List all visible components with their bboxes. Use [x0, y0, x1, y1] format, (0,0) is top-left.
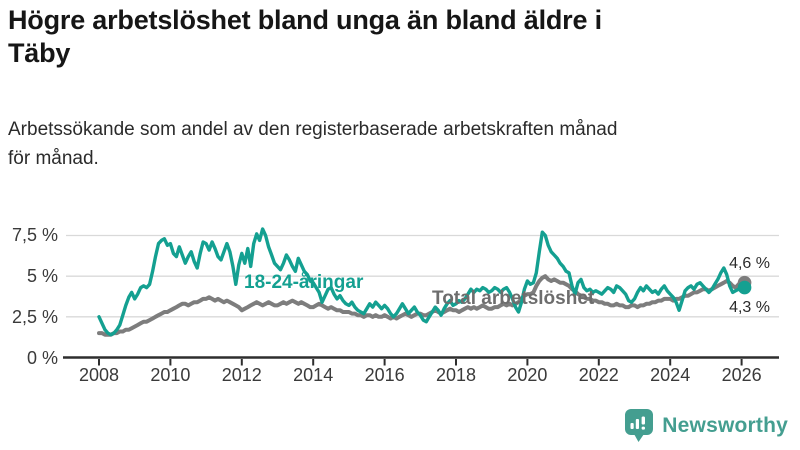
y-axis-label: 2,5 % [11, 306, 58, 327]
chart-subtitle: Arbetssökande som andel av den registerb… [8, 116, 788, 173]
x-axis-label: 2022 [578, 365, 619, 385]
x-axis-label: 2008 [78, 365, 120, 385]
subtitle-line-2: för månad. [8, 147, 99, 169]
page-title: Högre arbetslöshet bland unga än bland ä… [8, 4, 748, 70]
subtitle-line-1: Arbetssökande som andel av den registerb… [8, 119, 618, 140]
end-value-young: 4,3 % [729, 299, 770, 316]
brand-name: Newsworthy [662, 413, 788, 437]
x-axis-label: 2020 [507, 365, 548, 385]
y-axis-label: 0 % [26, 347, 58, 368]
newsworthy-logo[interactable]: Newsworthy [624, 408, 788, 443]
x-axis-label: 2014 [293, 365, 334, 385]
y-axis-label: 5 % [26, 266, 58, 287]
x-axis-label: 2024 [650, 365, 691, 385]
y-axis-label: 7,5 % [11, 225, 58, 246]
x-axis-label: 2010 [150, 365, 191, 385]
x-axis-label: 2018 [435, 365, 477, 385]
series-label-young: 18-24-åringar [244, 272, 364, 293]
title-line-2: Täby [8, 37, 71, 68]
x-axis-label: 2026 [721, 365, 762, 385]
x-axis-label: 2016 [364, 365, 405, 385]
series-label-total: Total arbetslöshet [432, 288, 595, 309]
end-value-total: 4,6 % [729, 255, 770, 272]
title-line-1: Högre arbetslöshet bland unga än bland ä… [8, 5, 602, 35]
bar-chart-speech-bubble-icon [625, 409, 654, 442]
x-axis-label: 2012 [221, 365, 262, 385]
